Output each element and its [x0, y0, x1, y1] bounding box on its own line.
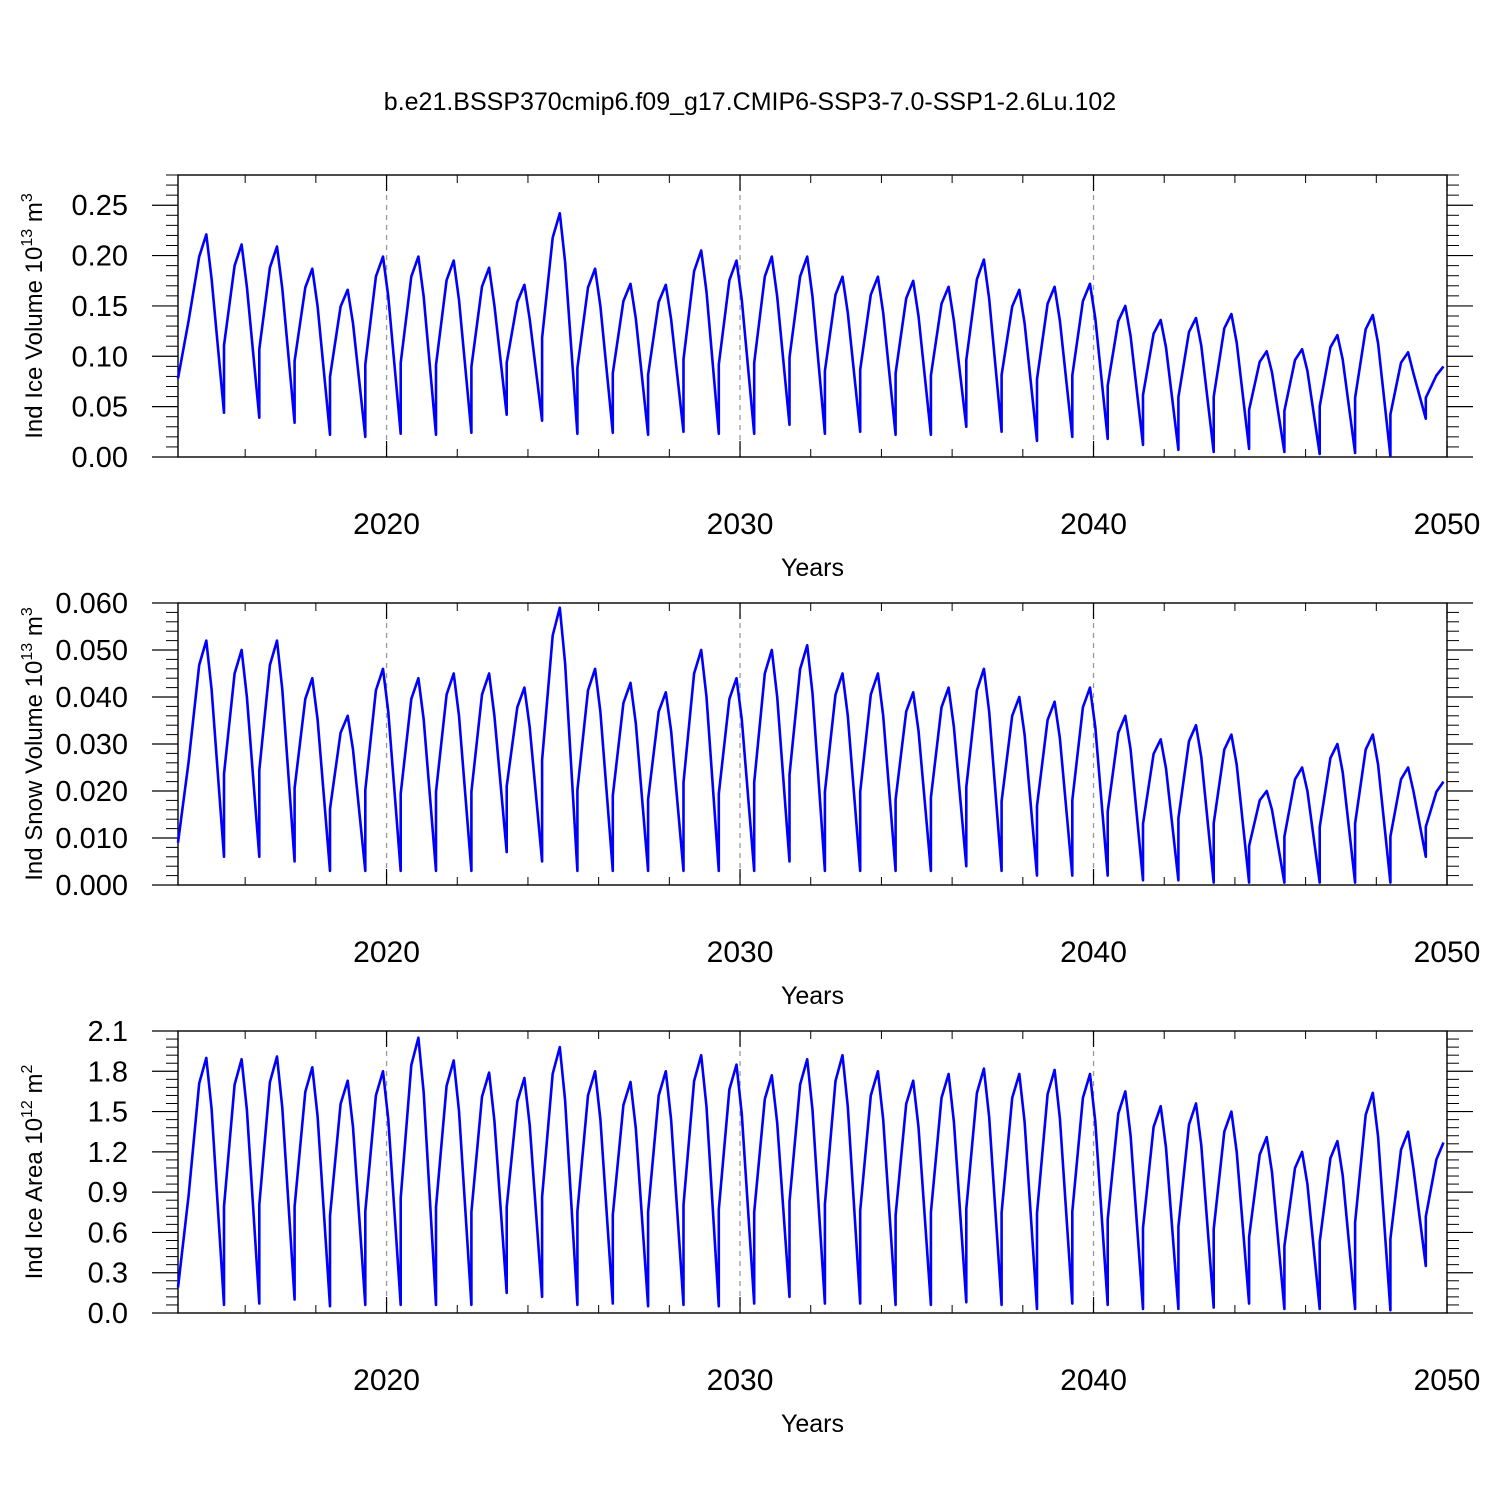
x-axis-label: Years: [781, 1410, 844, 1438]
y-axis-label: Ind Ice Area 1012 m2: [19, 1064, 48, 1279]
y-tick-label: 0.050: [55, 635, 128, 667]
panel-ice-area: 2020 2030 2040 2050 0.0 0.3 0.6 0.9 1.2 1.5 1.8 2.1…: [19, 1016, 1480, 1438]
x-tick-label: 2020: [353, 508, 420, 541]
figure-title: b.e21.BSSP370cmip6.f09_g17.CMIP6-SSP3-7.…: [384, 88, 1116, 116]
plot-frame: [177, 174, 1448, 458]
x-tick-label: 2020: [353, 1364, 420, 1397]
y-tick-label: 1.8: [88, 1056, 128, 1088]
panels: 2020 2030 2040 2050 0.00 0.05 0.10 0.15 0.20 0.25…: [19, 174, 1481, 1438]
y-axis-label: Ind Snow Volume 1013 m3: [19, 607, 48, 881]
y-tick-label: 0.060: [55, 588, 128, 620]
y-tick-label: 2.1: [88, 1016, 128, 1048]
y-tick-label: 0.25: [72, 190, 128, 222]
x-tick-label: 2030: [707, 936, 774, 969]
y-tick-label: 0.040: [55, 682, 128, 714]
plot-frame: [177, 602, 1448, 886]
y-tick-label: 0.10: [72, 341, 128, 373]
y-tick-label: 0.000: [55, 870, 128, 902]
y-tick-label: 1.5: [88, 1097, 128, 1129]
series-line-ice-volume: [176, 212, 1445, 458]
x-tick-label: 2040: [1060, 936, 1127, 969]
x-tick-label: 2040: [1060, 1364, 1127, 1397]
y-tick-label: 0.00: [72, 442, 128, 474]
y-tick-label: 0.3: [88, 1258, 128, 1290]
y-tick-label: 0.20: [72, 241, 128, 273]
x-tick-label: 2020: [353, 936, 420, 969]
y-tick-label: 0.010: [55, 823, 128, 855]
series-line-ice-area: [176, 1036, 1445, 1312]
y-tick-label: 0.0: [88, 1298, 128, 1330]
y-tick-label: 0.020: [55, 776, 128, 808]
y-tick-label: 0.030: [55, 729, 128, 761]
y-tick-label: 0.9: [88, 1177, 128, 1209]
panel-ice-volume: 2020 2030 2040 2050 0.00 0.05 0.10 0.15 0.20 0.25…: [19, 174, 1481, 582]
series-line-snow-volume: [176, 606, 1445, 884]
y-tick-label: 0.15: [72, 291, 128, 323]
plot-frame: [177, 1030, 1448, 1314]
x-tick-label: 2050: [1414, 1364, 1481, 1397]
x-tick-label: 2030: [707, 1364, 774, 1397]
y-axis-label: Ind Ice Volume 1013 m3: [19, 193, 48, 439]
x-tick-label: 2050: [1414, 936, 1481, 969]
x-tick-label: 2050: [1414, 508, 1481, 541]
x-tick-label: 2040: [1060, 508, 1127, 541]
y-tick-label: 1.2: [88, 1137, 128, 1169]
x-axis-label: Years: [781, 554, 844, 582]
y-tick-label: 0.05: [72, 392, 128, 424]
y-tick-label: 0.6: [88, 1217, 128, 1249]
x-tick-label: 2030: [707, 508, 774, 541]
panel-snow-volume: 2020 2030 2040 2050 0.000 0.010 0.020 0.030 0.04…: [19, 588, 1480, 1010]
x-axis-label: Years: [781, 982, 844, 1010]
